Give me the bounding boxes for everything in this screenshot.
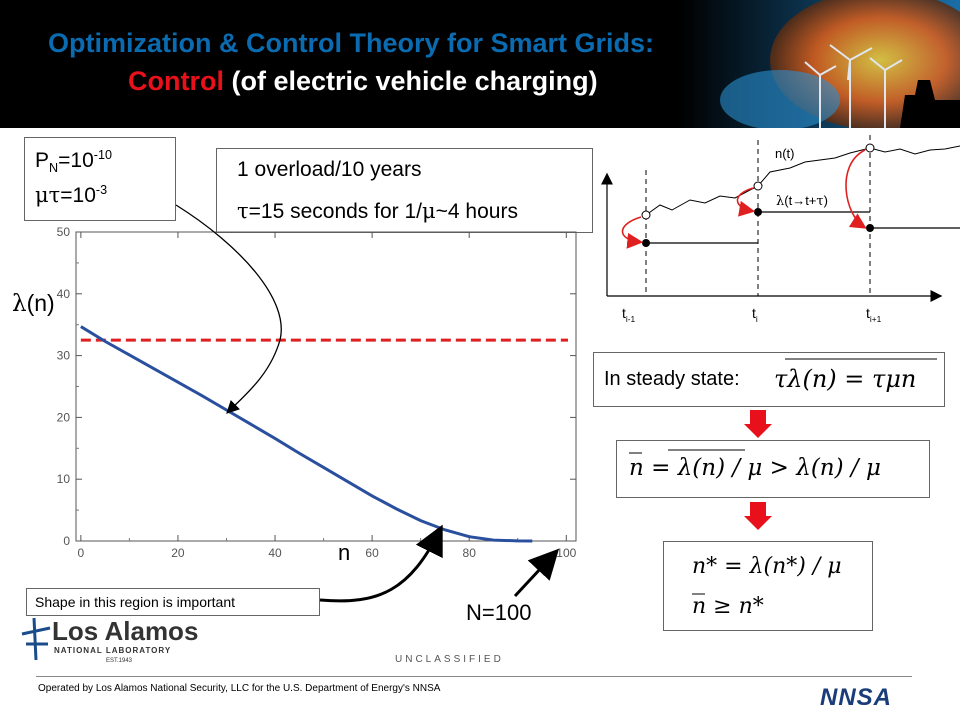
lab-logo: Los Alamos NATIONAL LABORATORY EST.1943 [14, 612, 198, 668]
shape-note: Shape in this region is important [35, 594, 235, 610]
tau-small-symbol: τ [816, 194, 824, 209]
lambda-interval-b: ) [823, 193, 828, 208]
overload-line2-a: =15 seconds for 1/ [248, 200, 422, 223]
footer-rule [36, 676, 912, 677]
n-trajectory [645, 145, 960, 216]
pn-base: P [35, 149, 50, 172]
pn-exp: -10 [93, 148, 112, 162]
slide-title-line2: Control (of electric vehicle charging) [128, 66, 598, 97]
nnsa-logo: NNSA [820, 684, 893, 711]
chart-ylabel: λ(n) [12, 290, 55, 317]
lambda-small-symbol: λ [776, 194, 785, 209]
equation-3-box: n* = λ(n*) / μ n ≥ n* [663, 541, 873, 631]
ylabel-rest: (n) [26, 290, 55, 316]
shape-region-arrow [319, 524, 443, 603]
shape-note-box: Shape in this region is important [26, 588, 320, 616]
down-arrow-1 [750, 410, 766, 424]
pn-sub: N [49, 161, 59, 176]
steady-state-box: In steady state: τλ(n) = τμn [593, 352, 945, 407]
lambda-symbol: λ [12, 291, 27, 317]
y-tick-label: 40 [57, 287, 71, 301]
mu-tau-line: μτ=10-3 [35, 183, 107, 208]
jump-arrow-1 [621, 216, 644, 249]
lambda-interval-label: λ(t→t+τ) [776, 193, 828, 209]
overload-line2: τ=15 seconds for 1/μ~4 hours [237, 199, 518, 224]
jump-arrow-3 [845, 149, 867, 229]
y-tick-label: 0 [63, 534, 70, 548]
down-arrow-2-head [744, 516, 772, 530]
lab-est: EST.1943 [106, 658, 133, 664]
tick-base: t [752, 305, 756, 321]
filled-point-3 [866, 224, 874, 232]
y-tick-label: 20 [57, 410, 71, 424]
down-arrow-1-head [744, 424, 772, 438]
x-tick-label: 60 [365, 546, 379, 560]
overload-line2-b: ~4 hours [435, 200, 518, 223]
title-rest: (of electric vehicle charging) [223, 66, 598, 96]
tick-t-i: ti [752, 305, 758, 324]
x-tick-label: 20 [171, 546, 185, 560]
header-art [680, 0, 960, 128]
filled-point-2 [754, 208, 762, 216]
open-point-2 [753, 181, 763, 191]
chart-xlabel: n [338, 540, 351, 565]
equation-3b: n ≥ n* [692, 594, 764, 619]
overload-line1: 1 overload/10 years [237, 158, 422, 181]
tick-t-im1: ti-1 [622, 305, 635, 324]
overload-box: 1 overload/10 years τ=15 seconds for 1/μ… [216, 148, 593, 233]
equation-1: τλ(n) = τμn [774, 365, 917, 393]
header-banner: Optimization & Control Theory for Smart … [0, 0, 960, 128]
mu-tau-symbol: μτ [35, 183, 61, 207]
y-tick-label: 50 [57, 225, 71, 239]
filled-point-1 [642, 239, 650, 247]
jump-arrow-2 [736, 187, 756, 217]
slide-title-line1: Optimization & Control Theory for Smart … [48, 28, 655, 58]
mu-tau-eq: =10 [60, 184, 96, 207]
tick-sub: i [755, 313, 758, 324]
mu-tau-exp: -3 [95, 183, 108, 197]
n-max-arrow [513, 548, 560, 598]
pn-eq: =10 [58, 149, 94, 172]
classification-marking: UNCLASSIFIED [395, 654, 504, 665]
tick-base: t [866, 305, 870, 321]
lab-logo-mark [21, 617, 51, 661]
pn-line: PN=10-10 [35, 148, 112, 175]
y-tick-label: 30 [57, 349, 71, 363]
x-tick-label: 40 [268, 546, 282, 560]
params-arrow [175, 204, 282, 414]
open-point-3 [865, 143, 875, 153]
lab-name: Los Alamos [52, 616, 199, 646]
tick-sub: i-1 [625, 313, 636, 324]
steady-state-label: In steady state: [604, 368, 740, 390]
equation-3a: n* = λ(n*) / μ [692, 554, 842, 579]
params-box: PN=10-10 μτ=10-3 [24, 137, 176, 221]
lab-sub: NATIONAL LABORATORY [54, 646, 172, 655]
lambda-curve [80, 325, 533, 543]
mu-symbol: μ [422, 199, 436, 223]
equation-2: n = λ(n) / μ > λ(n) / μ [629, 455, 881, 481]
n-max-label: N=100 [466, 600, 532, 625]
title-highlight: Control [128, 66, 224, 96]
y-tick-label: 10 [57, 472, 71, 486]
lambda-interval-a: (t→t+ [784, 193, 817, 208]
n-t-label: n(t) [775, 146, 795, 161]
x-tick-label: 100 [556, 546, 576, 560]
x-tick-label: 0 [78, 546, 85, 560]
down-arrow-2 [750, 502, 766, 516]
x-tick-label: 80 [463, 546, 477, 560]
tick-base: t [622, 305, 626, 321]
tick-sub: i+1 [869, 313, 882, 324]
tau-symbol: τ [237, 199, 249, 223]
open-point-1 [641, 210, 651, 220]
chart-marks [80, 325, 568, 543]
chart-axes: 0 20 40 60 80 100 0 10 20 30 40 50 [57, 225, 577, 560]
operated-by-text: Operated by Los Alamos National Security… [38, 683, 441, 694]
tick-t-ip1: ti+1 [866, 305, 881, 324]
